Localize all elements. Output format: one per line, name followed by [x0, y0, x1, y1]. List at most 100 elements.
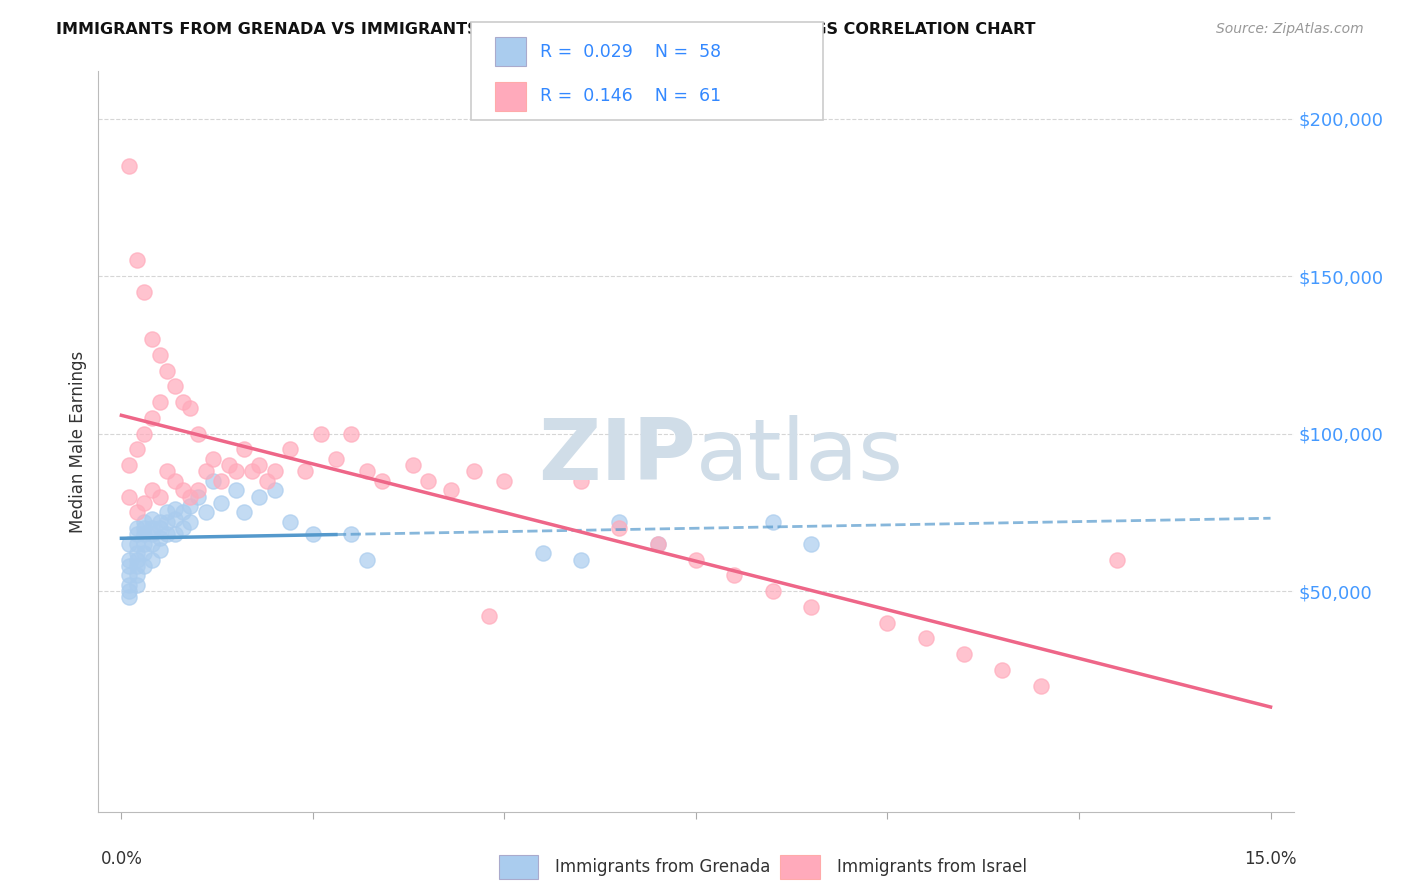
Point — [125, 546, 148, 560]
Point — [240, 465, 263, 479]
Point — [209, 474, 232, 488]
Point — [723, 568, 745, 582]
Point — [134, 537, 156, 551]
Point — [156, 364, 179, 378]
Point — [179, 401, 201, 416]
Point — [278, 515, 301, 529]
Point — [247, 458, 270, 472]
Point — [340, 527, 363, 541]
Point — [494, 474, 516, 488]
Point — [179, 499, 201, 513]
Point — [118, 159, 141, 173]
Point — [761, 584, 783, 599]
Point — [149, 531, 172, 545]
Point — [187, 483, 209, 498]
Point — [685, 552, 707, 566]
Point — [371, 474, 394, 488]
Point — [163, 527, 186, 541]
Point — [118, 568, 141, 582]
Point — [141, 512, 163, 526]
Point — [1029, 679, 1052, 693]
Point — [800, 599, 823, 614]
Point — [163, 379, 186, 393]
Point — [233, 442, 256, 457]
Point — [118, 559, 141, 574]
Point — [991, 663, 1014, 677]
Point — [172, 505, 194, 519]
Point — [125, 442, 148, 457]
Text: IMMIGRANTS FROM GRENADA VS IMMIGRANTS FROM ISRAEL MEDIAN MALE EARNINGS CORRELATI: IMMIGRANTS FROM GRENADA VS IMMIGRANTS FR… — [56, 22, 1036, 37]
Point — [163, 512, 186, 526]
Point — [356, 552, 378, 566]
Point — [401, 458, 423, 472]
Point — [125, 505, 148, 519]
Point — [202, 474, 225, 488]
Text: R =  0.146    N =  61: R = 0.146 N = 61 — [540, 87, 721, 105]
Point — [156, 505, 179, 519]
Point — [149, 515, 172, 529]
Point — [325, 451, 347, 466]
Point — [149, 543, 172, 558]
Point — [309, 426, 332, 441]
Point — [263, 483, 285, 498]
Point — [179, 490, 201, 504]
Point — [134, 521, 156, 535]
Point — [233, 505, 256, 519]
Point — [356, 465, 378, 479]
Point — [149, 348, 172, 362]
Point — [118, 584, 141, 599]
Point — [141, 527, 163, 541]
Point — [125, 578, 148, 592]
Point — [118, 537, 141, 551]
Point — [172, 483, 194, 498]
Point — [149, 490, 172, 504]
Point — [118, 552, 141, 566]
Point — [172, 395, 194, 409]
Point — [118, 591, 141, 605]
Point — [463, 465, 485, 479]
Point — [478, 609, 501, 624]
Point — [125, 559, 148, 574]
Point — [156, 515, 179, 529]
Point — [194, 465, 217, 479]
Point — [609, 515, 631, 529]
Point — [118, 578, 141, 592]
Point — [179, 515, 201, 529]
Point — [876, 615, 898, 630]
Point — [134, 496, 156, 510]
Point — [209, 496, 232, 510]
Text: R =  0.029    N =  58: R = 0.029 N = 58 — [540, 43, 721, 61]
Point — [134, 515, 156, 529]
Point — [125, 552, 148, 566]
Point — [800, 537, 823, 551]
Point — [141, 537, 163, 551]
Point — [172, 521, 194, 535]
Point — [141, 332, 163, 346]
Text: Source: ZipAtlas.com: Source: ZipAtlas.com — [1216, 22, 1364, 37]
Point — [163, 502, 186, 516]
Point — [141, 411, 163, 425]
Point — [118, 490, 141, 504]
Text: ZIP: ZIP — [538, 415, 696, 498]
Point — [156, 465, 179, 479]
Point — [225, 465, 247, 479]
Point — [149, 521, 172, 535]
Text: Immigrants from Grenada: Immigrants from Grenada — [555, 858, 770, 876]
Point — [125, 537, 148, 551]
Point — [647, 537, 669, 551]
Point — [609, 521, 631, 535]
Point — [125, 527, 148, 541]
Point — [340, 426, 363, 441]
Point — [247, 490, 270, 504]
Text: Immigrants from Israel: Immigrants from Israel — [837, 858, 1026, 876]
Point — [1107, 552, 1129, 566]
Point — [141, 521, 163, 535]
Point — [761, 515, 783, 529]
Point — [163, 474, 186, 488]
Text: atlas: atlas — [696, 415, 904, 498]
Point — [134, 546, 156, 560]
Point — [440, 483, 463, 498]
Point — [125, 568, 148, 582]
Text: 0.0%: 0.0% — [100, 849, 142, 868]
Point — [953, 647, 976, 661]
